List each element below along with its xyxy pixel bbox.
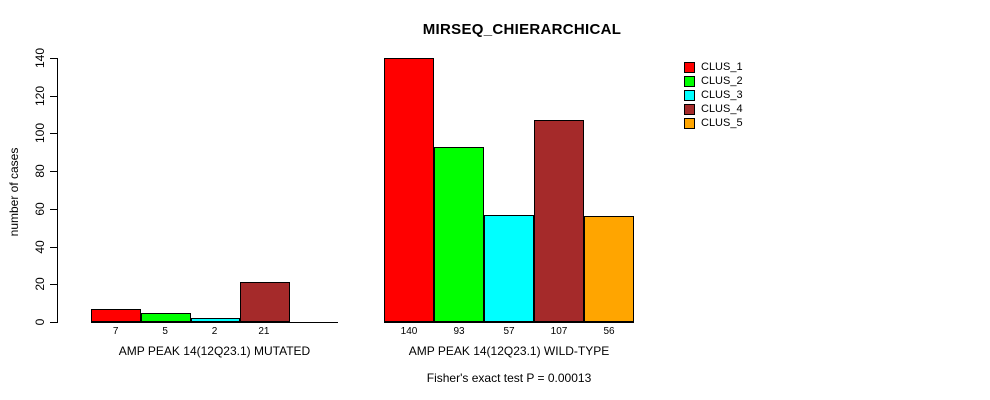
legend-label: CLUS_4 [701,103,743,115]
y-axis-tick [50,133,57,135]
bar-value-label: 2 [211,326,218,337]
y-axis-tick [50,246,57,248]
bar-value-label: 57 [503,326,515,337]
bar-value-label: 5 [162,326,168,337]
bar-clus_1 [91,309,141,322]
y-axis-tick [50,171,57,173]
y-axis-tick [50,322,57,323]
y-axis-tick-label: 40 [33,239,47,254]
group-label-mutated: AMP PEAK 14(12Q23.1) MUTATED [118,344,311,358]
bar-value-labels-wildtype: 140 93 57 107 56 [384,326,634,337]
y-axis-line [57,58,58,323]
legend-swatch-icon [684,89,695,101]
bar-clus_3 [190,318,241,322]
legend-label: CLUS_5 [701,117,743,129]
bar-clus_3 [484,215,534,322]
legend-swatch-icon [684,75,695,87]
bar-clus_2 [434,147,484,322]
bar-clus_4 [240,282,291,322]
bars-wildtype [384,58,634,323]
bar-clus_2 [140,313,191,322]
bar-clus_1 [384,58,434,322]
y-axis-tick [50,95,57,97]
bar-group-wildtype: 140 93 57 107 56 AMP PEAK 14(12Q23.1) WILD-T… [384,58,634,358]
legend-label: CLUS_1 [701,61,743,73]
legend-item-clus_1: CLUS_1 [684,60,743,74]
bar-value-label: 107 [550,326,568,337]
legend-swatch-icon [684,61,695,73]
legend-swatch-icon [684,117,695,129]
group-label-wildtype: AMP PEAK 14(12Q23.1) WILD-TYPE [408,344,610,358]
bar-clus_4 [534,120,584,322]
legend-swatch-icon [684,103,695,115]
bar-value-label: 140 [400,326,418,337]
legend-item-clus_4: CLUS_4 [684,102,743,116]
bar-clus_5 [584,216,634,322]
legend-item-clus_2: CLUS_2 [684,74,743,88]
y-axis-tick-label: 140 [33,47,47,69]
bar-value-label: 21 [258,326,270,337]
y-axis-tick [50,208,57,210]
legend-label: CLUS_3 [701,89,743,101]
y-axis-label: number of cases [7,147,21,237]
y-axis-tick-label: 100 [33,123,47,144]
y-axis-tick [50,284,57,286]
legend-label: CLUS_2 [701,75,743,87]
y-axis-tick-label: 120 [33,85,47,106]
bar-value-label [289,326,338,337]
y-axis-tick-label: 20 [33,277,47,291]
y-axis-tick-label: 60 [33,202,47,216]
bar-group-mutated: 7 5 2 21 AMP PEAK 14(12Q23.1) MUTATED [91,58,338,358]
bar-value-label: 56 [603,326,615,337]
legend: CLUS_1 CLUS_2 CLUS_3 CLUS_4 CLUS_5 [684,60,743,130]
bar-value-label: 93 [453,326,465,337]
fisher-test-annotation: Fisher's exact test P = 0.00013 [426,371,592,385]
y-axis-tick [50,58,57,59]
y-axis-tick-label: 0 [33,318,47,326]
bar-value-labels-mutated: 7 5 2 21 [91,326,338,337]
bars-mutated [91,58,338,323]
legend-item-clus_5: CLUS_5 [684,116,743,130]
y-axis-tick-label: 80 [33,164,47,178]
bar-value-label: 7 [112,326,119,337]
chart-title: MIRSEQ_CHIERARCHICAL [422,21,622,38]
legend-item-clus_3: CLUS_3 [684,88,743,102]
